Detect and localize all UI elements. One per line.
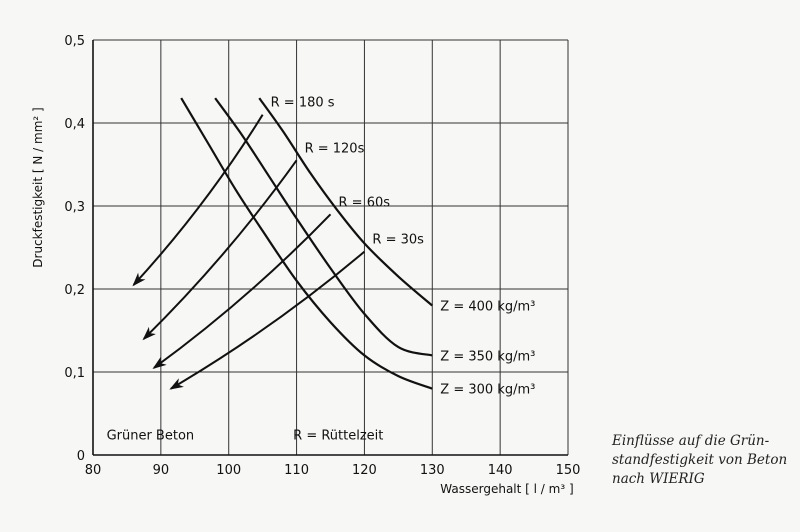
caption-line: Einflüsse auf die Grün- (612, 433, 770, 449)
arrow-label: R = 60s (339, 195, 391, 210)
y-axis-label: Druckfestigkeit [ N / mm² ] (31, 107, 45, 267)
curve-label: Z = 300 kg/m³ (440, 383, 535, 398)
x-tick-label: 80 (85, 463, 102, 478)
arrow-label: R = 30s (372, 233, 424, 248)
curve-label: Z = 350 kg/m³ (440, 349, 535, 364)
caption-line: standfestigkeit von Beton (612, 452, 788, 468)
x-axis-label: Wassergehalt [ l / m³ ] (440, 482, 573, 496)
y-tick-label: 0,2 (64, 283, 85, 298)
y-tick-label: 0,5 (64, 34, 85, 49)
x-tick-label: 150 (556, 463, 581, 478)
x-tick-label: 120 (352, 463, 377, 478)
labels: Z = 400 kg/m³ Z = 350 kg/m³ Z = 300 kg/m³ R… (107, 96, 536, 444)
arrows (132, 114, 366, 390)
y-tick-label: 0,3 (64, 200, 85, 215)
x-tick-label: 90 (153, 463, 170, 478)
y-tick-label: 0,4 (64, 117, 85, 132)
x-tick-label: 130 (420, 463, 445, 478)
arrow-line (142, 159, 298, 341)
curve-line (258, 97, 434, 307)
x-tick-label: 140 (488, 463, 513, 478)
figure-caption: Einflüsse auf die Grün- standfestigkeit … (612, 432, 797, 489)
axes: 80 90 100 110 120 130 140 150 0 0,1 0,2 0,3 0,4 0,5 Wa… (31, 34, 580, 496)
y-tick-label: 0,1 (64, 366, 85, 381)
curve-label: Z = 400 kg/m³ (440, 300, 535, 315)
curve-line (180, 97, 433, 390)
arrow-line (169, 250, 366, 390)
x-tick-label: 100 (216, 463, 241, 478)
annotation-gruener-beton: Grüner Beton (107, 428, 195, 443)
arrow-line (152, 213, 332, 370)
arrow-label: R = 120s (305, 141, 365, 156)
x-tick-label: 110 (284, 463, 309, 478)
annotation-ruettelzeit: R = Rüttelzeit (293, 428, 383, 443)
caption-line: nach WIERIG (612, 471, 705, 487)
curve-line (214, 97, 433, 357)
curves (180, 97, 434, 390)
grid (92, 39, 569, 456)
y-tick-label: 0 (77, 449, 85, 464)
arrow-line (132, 114, 264, 287)
arrow-label: R = 180 s (271, 96, 335, 111)
